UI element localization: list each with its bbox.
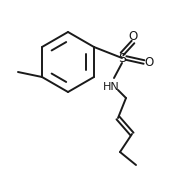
- Text: S: S: [118, 52, 126, 65]
- Text: O: O: [128, 30, 138, 43]
- Text: O: O: [144, 56, 154, 69]
- Text: HN: HN: [103, 82, 119, 92]
